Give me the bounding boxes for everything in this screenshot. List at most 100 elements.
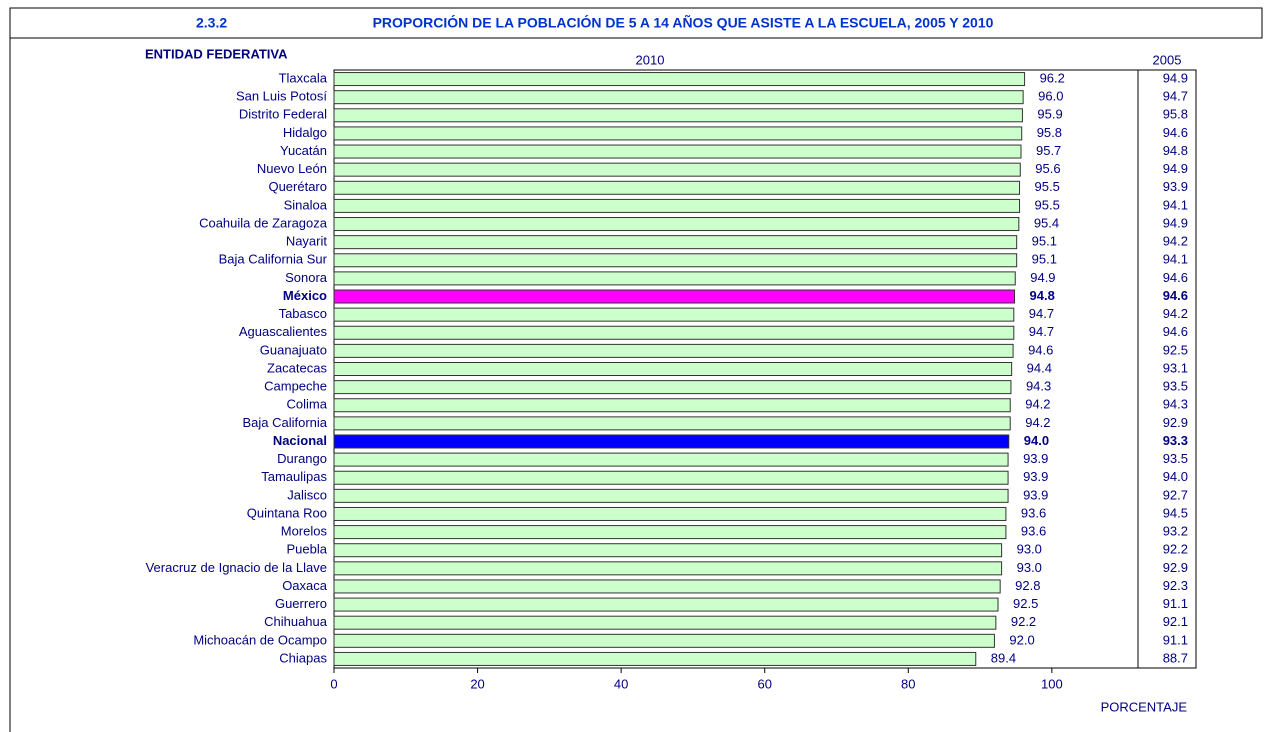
column-value: 95.8 bbox=[1163, 107, 1188, 122]
column-value: 94.8 bbox=[1163, 143, 1188, 158]
y-tick-label: Baja California Sur bbox=[219, 252, 328, 267]
bar bbox=[333, 307, 1015, 322]
value-label: 94.6 bbox=[1028, 342, 1053, 357]
y-tick-label: Chihuahua bbox=[264, 614, 328, 629]
bar bbox=[333, 108, 1023, 123]
y-tick-label: Campeche bbox=[264, 379, 327, 394]
column-label: 2005 bbox=[1153, 52, 1182, 67]
bar bbox=[333, 380, 1012, 395]
bar bbox=[333, 506, 1007, 521]
series-label: 2010 bbox=[636, 52, 665, 67]
value-label: 95.7 bbox=[1036, 143, 1061, 158]
y-tick-label: Colima bbox=[287, 397, 328, 412]
bar bbox=[333, 597, 999, 612]
bar bbox=[333, 525, 1007, 540]
column-value: 94.1 bbox=[1163, 252, 1188, 267]
y-tick-label: Zacatecas bbox=[267, 360, 327, 375]
value-label: 95.1 bbox=[1032, 252, 1057, 267]
bar bbox=[333, 271, 1016, 286]
y-tick-label: Sonora bbox=[285, 270, 328, 285]
value-label: 94.2 bbox=[1025, 415, 1050, 430]
bar bbox=[333, 362, 1013, 376]
column-value: 92.9 bbox=[1163, 415, 1188, 430]
x-tick-label: 20 bbox=[470, 676, 484, 691]
y-tick-label: Tamaulipas bbox=[261, 469, 327, 484]
bar bbox=[333, 434, 1010, 449]
bar bbox=[333, 579, 1001, 594]
column-value: 94.9 bbox=[1163, 161, 1188, 176]
value-label: 89.4 bbox=[991, 650, 1016, 665]
x-axis-label: PORCENTAJE bbox=[1101, 699, 1188, 714]
value-label: 95.5 bbox=[1035, 179, 1060, 194]
value-label: 92.2 bbox=[1011, 614, 1036, 629]
y-tick-label: Michoacán de Ocampo bbox=[193, 632, 327, 647]
value-label: 94.0 bbox=[1024, 433, 1049, 448]
bar bbox=[333, 651, 977, 666]
y-tick-label: Morelos bbox=[281, 524, 328, 539]
y-tick-label: Distrito Federal bbox=[239, 107, 327, 122]
y-tick-label: Aguascalientes bbox=[239, 324, 328, 339]
bar bbox=[333, 561, 1003, 576]
bar bbox=[333, 289, 1016, 304]
x-tick-label: 0 bbox=[330, 676, 337, 691]
value-label: 93.6 bbox=[1021, 505, 1046, 520]
column-value: 94.6 bbox=[1163, 288, 1188, 303]
value-label: 95.8 bbox=[1037, 125, 1062, 140]
value-label: 93.9 bbox=[1023, 469, 1048, 484]
value-label: 94.7 bbox=[1029, 324, 1054, 339]
column-value: 92.5 bbox=[1163, 342, 1188, 357]
value-label: 95.9 bbox=[1037, 107, 1062, 122]
y-tick-label: Sinaloa bbox=[284, 197, 328, 212]
value-label: 94.8 bbox=[1030, 288, 1055, 303]
column-value: 94.6 bbox=[1163, 324, 1188, 339]
y-tick-label: Oaxaca bbox=[282, 578, 328, 593]
column-value: 94.6 bbox=[1163, 125, 1188, 140]
y-tick-label: Chiapas bbox=[279, 650, 327, 665]
title-band bbox=[9, 7, 1263, 39]
y-tick-label: Veracruz de Ignacio de la Llave bbox=[146, 560, 327, 575]
y-tick-label: San Luis Potosí bbox=[236, 89, 327, 104]
bar bbox=[333, 253, 1018, 268]
y-tick-label: Nayarit bbox=[286, 234, 328, 249]
column-value: 93.3 bbox=[1163, 433, 1188, 448]
column-value: 94.2 bbox=[1163, 234, 1188, 249]
category-axis-label: ENTIDAD FEDERATIVA bbox=[145, 46, 288, 61]
value-label: 96.0 bbox=[1038, 89, 1063, 104]
value-label: 94.7 bbox=[1029, 306, 1054, 321]
column-value: 93.5 bbox=[1163, 451, 1188, 466]
value-label: 94.9 bbox=[1030, 270, 1055, 285]
bar bbox=[333, 416, 1011, 431]
bar bbox=[333, 398, 1011, 413]
column-value: 94.1 bbox=[1163, 197, 1188, 212]
value-label: 92.5 bbox=[1013, 596, 1038, 611]
bar bbox=[333, 126, 1023, 141]
value-label: 95.4 bbox=[1034, 215, 1059, 230]
y-tick-label: Baja California bbox=[242, 415, 327, 430]
y-tick-label: Tabasco bbox=[279, 306, 327, 321]
y-tick-label: Puebla bbox=[287, 542, 328, 557]
value-label: 93.0 bbox=[1017, 542, 1042, 557]
bar bbox=[333, 543, 1003, 558]
y-tick-label: Tlaxcala bbox=[279, 70, 328, 85]
column-value: 92.9 bbox=[1163, 560, 1188, 575]
bar bbox=[333, 470, 1009, 485]
bar bbox=[333, 144, 1022, 159]
x-tick-label: 100 bbox=[1041, 676, 1063, 691]
bar bbox=[333, 452, 1009, 467]
y-tick-label: Nacional bbox=[273, 433, 327, 448]
column-value: 92.1 bbox=[1163, 614, 1188, 629]
y-tick-label: Durango bbox=[277, 451, 327, 466]
value-label: 95.5 bbox=[1035, 197, 1060, 212]
column-value: 94.6 bbox=[1163, 270, 1188, 285]
column-frame bbox=[1137, 69, 1197, 669]
value-label: 93.9 bbox=[1023, 487, 1048, 502]
y-tick-label: Hidalgo bbox=[283, 125, 327, 140]
value-label: 94.3 bbox=[1026, 379, 1051, 394]
y-tick-label: Yucatán bbox=[280, 143, 327, 158]
title-number: 2.3.2 bbox=[196, 15, 227, 31]
y-tick-label: Nuevo León bbox=[257, 161, 327, 176]
column-value: 93.2 bbox=[1163, 524, 1188, 539]
column-value: 94.3 bbox=[1163, 397, 1188, 412]
column-value: 92.7 bbox=[1163, 487, 1188, 502]
column-value: 92.2 bbox=[1163, 542, 1188, 557]
